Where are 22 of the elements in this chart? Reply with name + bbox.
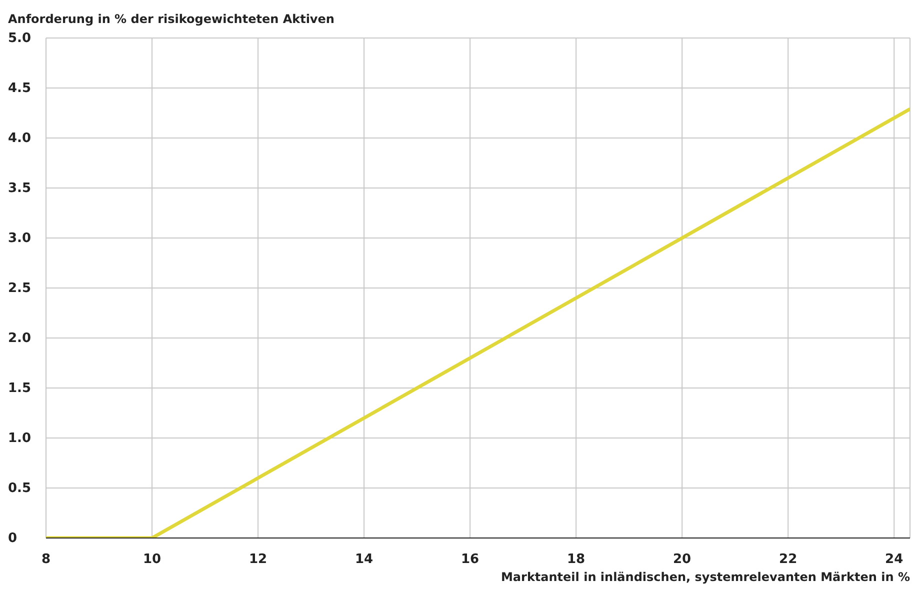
x-tick-label: 8: [41, 552, 51, 568]
x-tick-label: 22: [779, 552, 798, 568]
y-tick-label: 3.5: [8, 181, 32, 196]
x-tick-label: 10: [142, 552, 162, 568]
y-tick-label: 0: [8, 531, 18, 546]
x-tick-label: 18: [567, 552, 586, 568]
y-axis-title: Anforderung in % der risikogewichteten Aktiven: [8, 12, 334, 26]
y-tick-label: 5.0: [8, 31, 32, 46]
y-tick-label: 4.0: [8, 131, 32, 146]
y-tick-label: 0.5: [8, 481, 32, 496]
x-tick-label: 20: [673, 552, 692, 568]
x-tick-label: 24: [885, 552, 904, 568]
x-tick-label: 14: [354, 552, 374, 568]
x-tick-label: 12: [248, 552, 268, 568]
x-tick-label: 16: [461, 552, 480, 568]
x-axis-title: Marktanteil in inländischen, systemrelevanten Märkten in %: [500, 570, 910, 584]
y-tick-label: 4.5: [8, 81, 32, 96]
y-tick-label: 3.0: [8, 231, 32, 246]
y-tick-label: 2.5: [8, 281, 32, 296]
y-tick-label: 1.5: [8, 381, 32, 396]
y-tick-label: 1.0: [8, 431, 32, 446]
y-tick-label: 2.0: [8, 331, 32, 346]
